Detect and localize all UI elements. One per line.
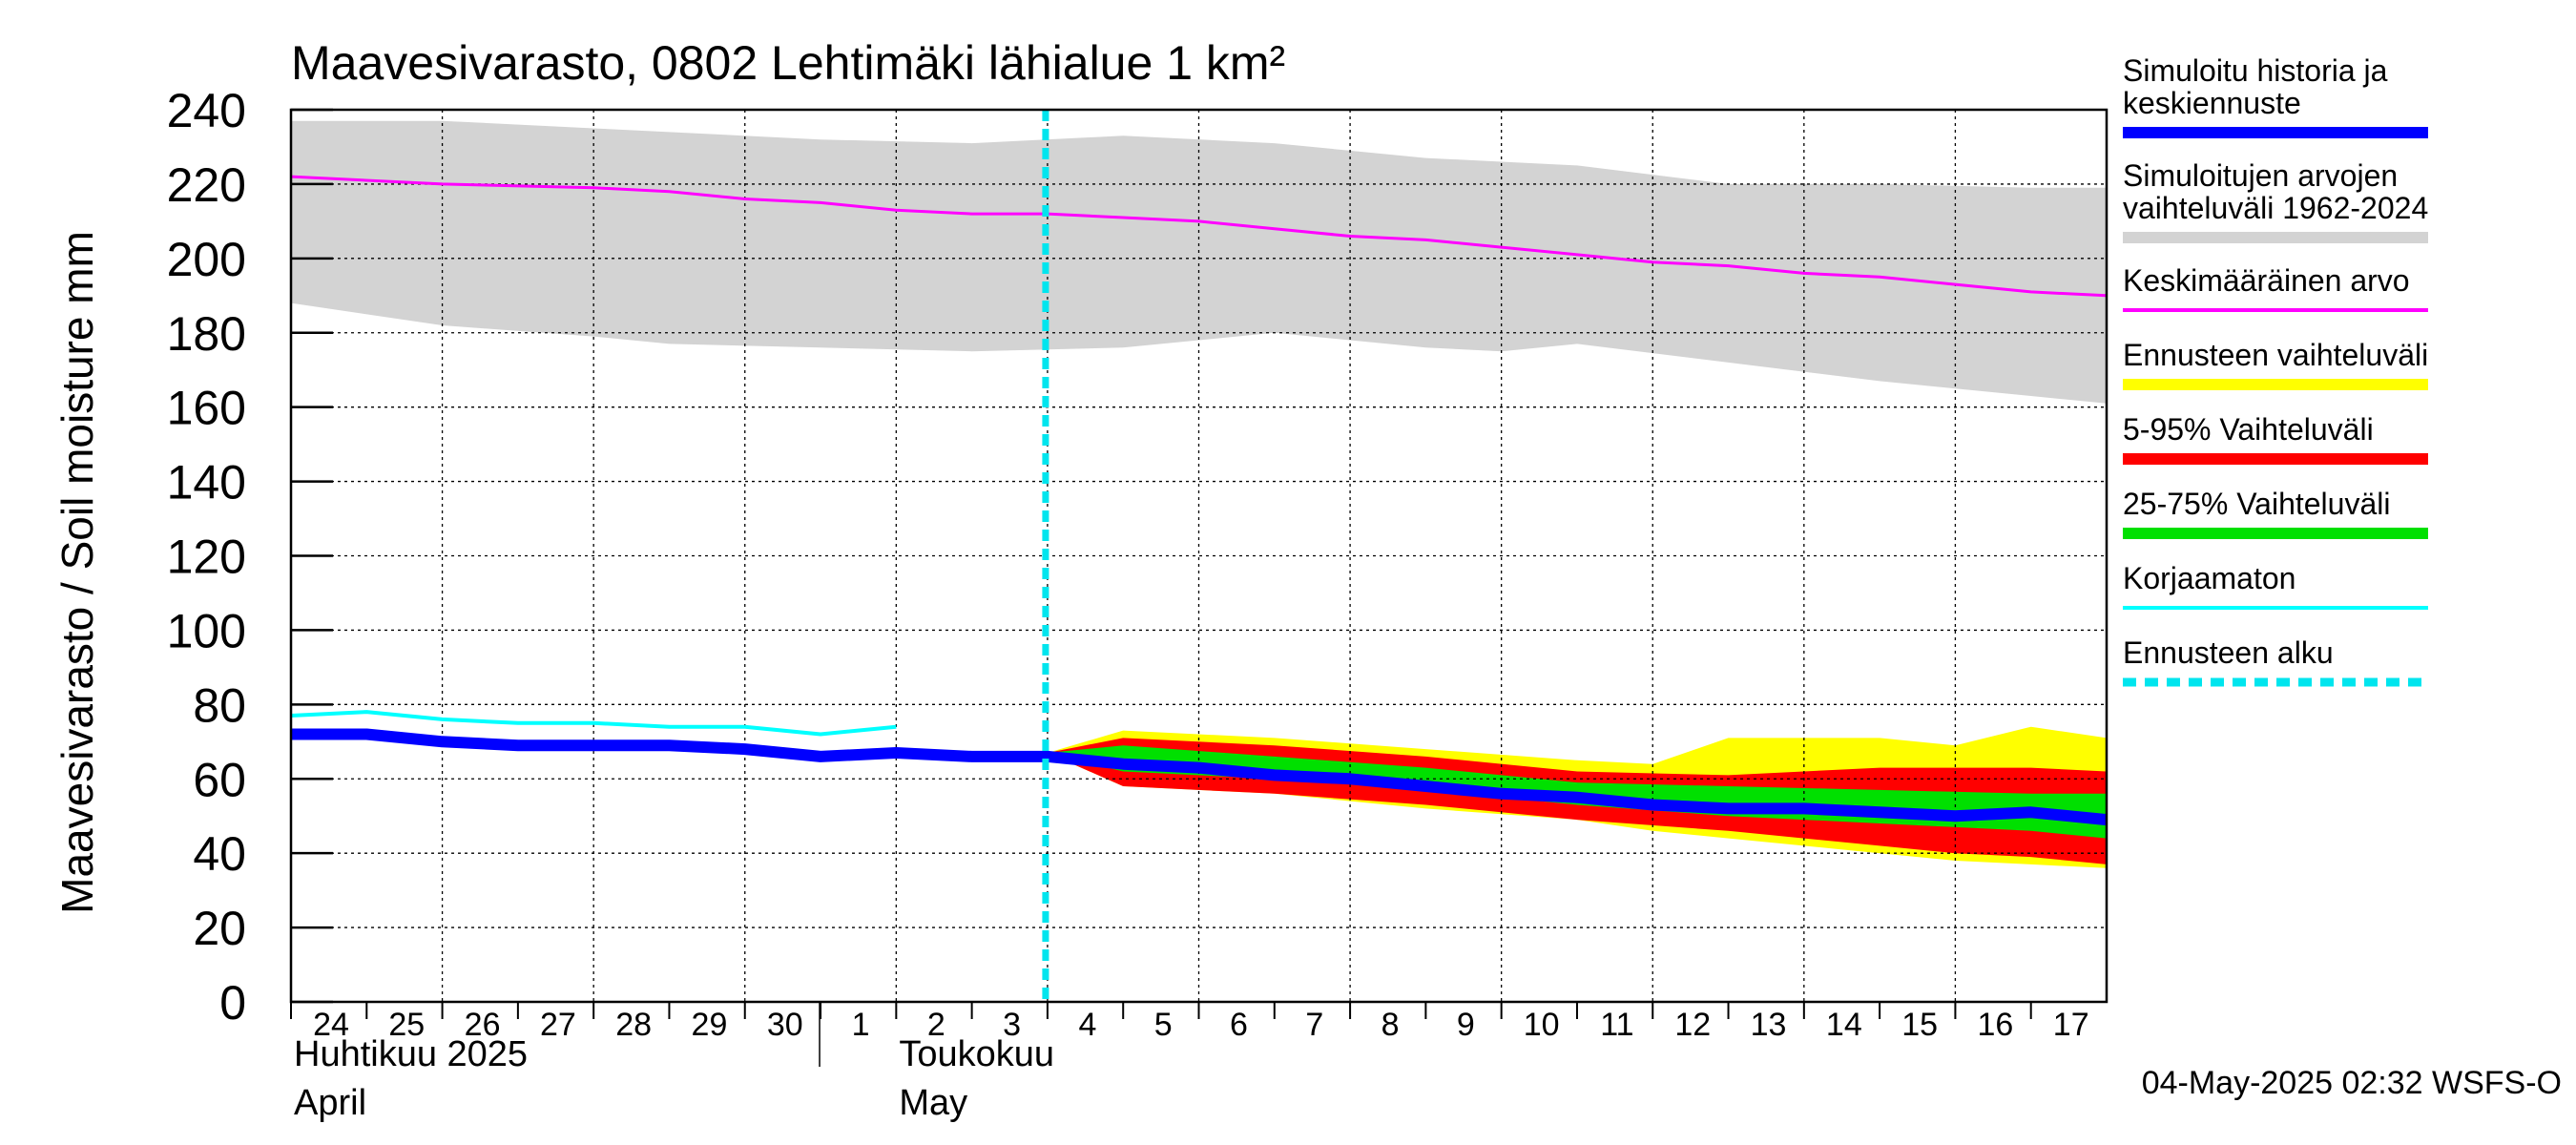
x-tick-label: 11: [1600, 1007, 1633, 1043]
line-00ffff: [290, 710, 897, 737]
legend-item: Keskimääräinen arvo: [2123, 263, 2428, 312]
y-tick-label: 220: [167, 158, 246, 212]
legend-label: Korjaamaton: [2123, 561, 2296, 595]
x-tick-label: 6: [1230, 1007, 1248, 1043]
x-tick-label: 14: [1826, 1007, 1862, 1043]
legend-label: Simuloitu historia ja: [2123, 53, 2388, 88]
month-label-en: May: [899, 1083, 967, 1123]
x-tick-label: 28: [615, 1007, 652, 1043]
x-tick-label: 13: [1751, 1007, 1787, 1043]
x-tick-label: 29: [692, 1007, 728, 1043]
x-tick-label: 17: [2053, 1007, 2089, 1043]
x-tick-label: 5: [1154, 1007, 1173, 1043]
x-tick-label: 24: [313, 1007, 349, 1043]
timestamp: 04-May-2025 02:32 WSFS-O: [2142, 1065, 2562, 1101]
y-tick-label: 40: [193, 827, 246, 881]
month-label-en: April: [294, 1083, 366, 1123]
x-tick-label: 10: [1524, 1007, 1560, 1043]
x-tick-label: 30: [767, 1007, 803, 1043]
legend-item: 25-75% Vaihteluväli: [2123, 487, 2428, 539]
y-tick-label: 180: [167, 307, 246, 361]
x-tick-label: 15: [1901, 1007, 1938, 1043]
legend-label: 5-95% Vaihteluväli: [2123, 412, 2374, 447]
legend-item: Ennusteen alku: [2123, 635, 2428, 687]
y-tick-label: 60: [193, 753, 246, 806]
x-tick-label: 1: [852, 1007, 870, 1043]
x-tick-label: 27: [540, 1007, 576, 1043]
month-label: Toukokuu: [899, 1034, 1054, 1074]
y-tick-label: 120: [167, 531, 246, 584]
legend-item: Ennusteen vaihteluväli: [2123, 338, 2428, 390]
legend-label: 25-75% Vaihteluväli: [2123, 487, 2390, 521]
legend-label: keskiennuste: [2123, 86, 2301, 120]
plot-area: [290, 109, 2108, 1002]
x-tick-label: 4: [1078, 1007, 1096, 1043]
x-tick-label: 9: [1457, 1007, 1475, 1043]
y-tick-label: 80: [193, 678, 246, 732]
legend-label: Keskimääräinen arvo: [2123, 263, 2410, 298]
month-label: Huhtikuu 2025: [294, 1034, 528, 1074]
y-tick-label: 100: [167, 604, 246, 657]
legend-item: 5-95% Vaihteluväli: [2123, 412, 2428, 465]
grid: [291, 109, 2107, 1002]
legend-label: Simuloitujen arvojen: [2123, 158, 2398, 193]
x-tick-label: 8: [1381, 1007, 1400, 1043]
legend: Simuloitu historia jakeskiennusteSimuloi…: [2123, 53, 2428, 687]
x-tick-label: 2: [927, 1007, 945, 1043]
x-tick-label: 3: [1003, 1007, 1021, 1043]
y-tick-label: 160: [167, 382, 246, 435]
y-tick-label: 140: [167, 456, 246, 510]
y-tick-label: 240: [167, 84, 246, 137]
y-tick-label: 200: [167, 233, 246, 286]
legend-label: Ennusteen vaihteluväli: [2123, 338, 2428, 372]
legend-label: vaihteluväli 1962-2024: [2123, 191, 2428, 225]
y-tick-label: 0: [219, 976, 246, 1030]
y-tick-label: 20: [193, 902, 246, 955]
y-axis-label: Maavesivarasto / Soil moisture mm: [52, 231, 102, 914]
line-ff00ff: [290, 175, 2108, 298]
chart-title: Maavesivarasto, 0802 Lehtimäki lähialue …: [291, 36, 1285, 90]
legend-label: Ennusteen alku: [2123, 635, 2334, 670]
x-tick-label: 12: [1674, 1007, 1711, 1043]
x-tick-label: 26: [465, 1007, 501, 1043]
x-tick-label: 16: [1978, 1007, 2014, 1043]
x-tick-label: 7: [1305, 1007, 1323, 1043]
line-0000ff: [291, 728, 2108, 826]
x-tick-label: 25: [388, 1007, 425, 1043]
legend-item: Korjaamaton: [2123, 561, 2428, 610]
